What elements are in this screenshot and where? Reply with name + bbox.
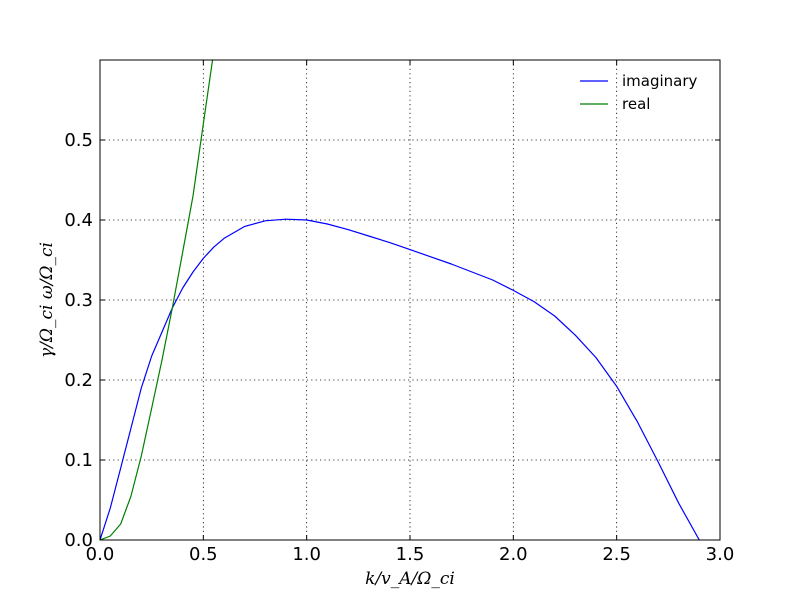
series-line-imaginary — [100, 218, 700, 540]
x-tick-label: 2.5 — [602, 544, 631, 565]
y-tick-label: 0.0 — [64, 530, 93, 551]
y-tick-label: 0.2 — [64, 370, 93, 391]
x-tick-label: 1.0 — [292, 544, 321, 565]
x-tick-label: 0.5 — [189, 544, 218, 565]
y-tick-label: 0.3 — [64, 290, 93, 311]
grid — [99, 60, 721, 541]
legend-label-real: real — [622, 95, 650, 113]
x-tick-label: 0.0 — [86, 544, 115, 565]
ticks: 0.0 0.5 1.0 1.5 2.0 2.5 3.0 0.0 0.1 0.2 0.3 0.4 0.5 — [64, 60, 734, 565]
y-axis-label: γ/Ω_ci ω/Ω_ci — [37, 242, 57, 358]
y-tick-label: 0.4 — [64, 210, 93, 231]
legend: imaginary real — [580, 72, 698, 113]
series-layer — [100, 60, 700, 540]
x-axis-label: k/v_A/Ω_ci — [365, 569, 455, 589]
y-tick-label: 0.1 — [64, 450, 93, 471]
x-tick-label: 1.5 — [396, 544, 425, 565]
legend-label-imaginary: imaginary — [622, 72, 698, 90]
y-tick-label: 0.5 — [64, 130, 93, 151]
x-tick-label: 3.0 — [706, 544, 735, 565]
x-tick-label: 2.0 — [499, 544, 528, 565]
series-line-real — [100, 60, 214, 540]
